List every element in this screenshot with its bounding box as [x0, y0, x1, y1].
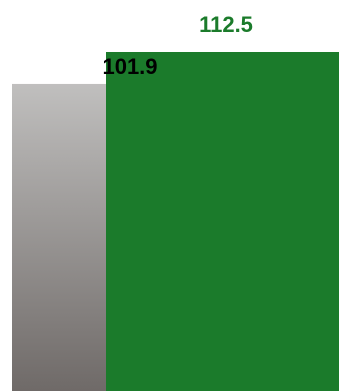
bars-layer	[12, 52, 339, 391]
bar-2-value-label: 112.5	[199, 12, 253, 37]
labels-layer: 101.9 112.5	[102, 12, 252, 79]
bar-1	[12, 83, 107, 391]
bar-2	[106, 52, 339, 391]
bar-1-value-label: 101.9	[102, 54, 157, 79]
